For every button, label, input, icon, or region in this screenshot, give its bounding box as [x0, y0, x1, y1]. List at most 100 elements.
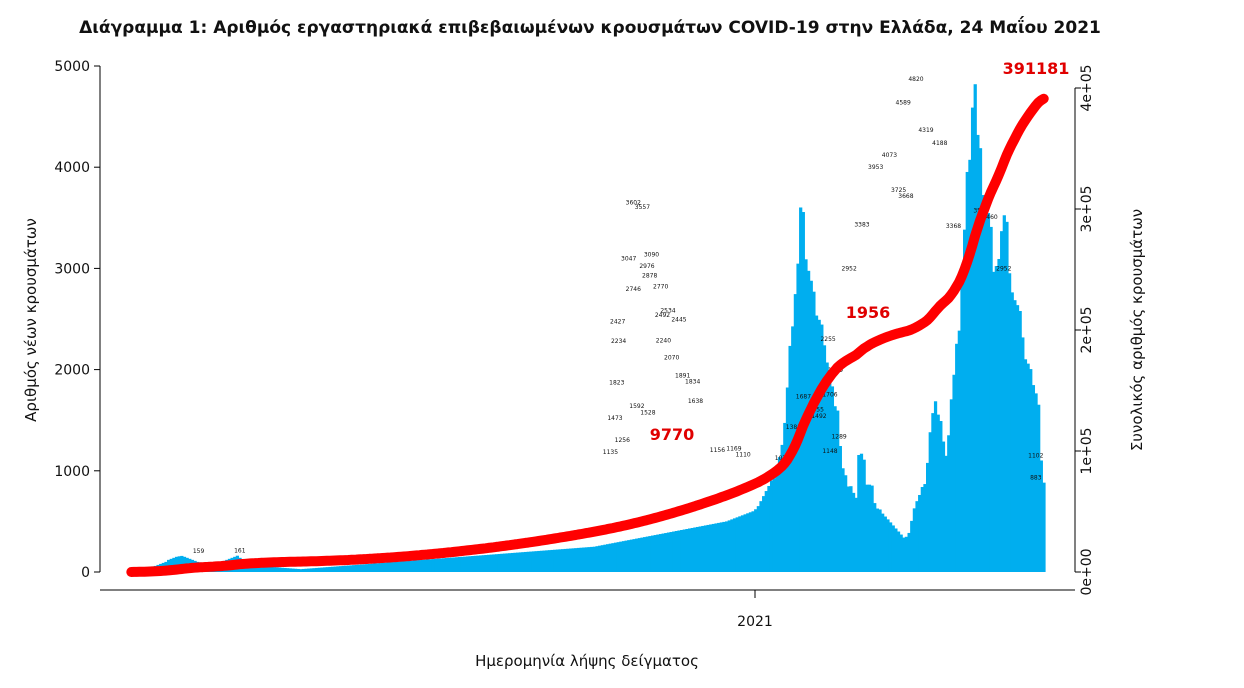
- bar: [598, 545, 602, 572]
- bar-label: 1638: [688, 398, 703, 405]
- bar: [431, 559, 435, 572]
- bar: [875, 508, 879, 572]
- bar: [952, 374, 956, 572]
- bar-label: 3090: [644, 251, 659, 258]
- bar: [524, 551, 528, 572]
- bar: [373, 563, 377, 572]
- bar: [460, 556, 464, 572]
- bar: [1031, 385, 1036, 572]
- y2-tick-label: 3e+05: [1079, 185, 1095, 232]
- bar: [492, 554, 496, 572]
- bar: [370, 563, 374, 572]
- bar: [769, 480, 774, 572]
- bar-label: 1169: [726, 446, 741, 453]
- bar: [418, 560, 422, 572]
- bar: [677, 530, 681, 572]
- bar: [624, 540, 628, 572]
- bar-label: 4073: [882, 152, 897, 159]
- bar: [293, 568, 298, 572]
- bar: [420, 559, 425, 572]
- bar: [529, 551, 533, 572]
- bar: [613, 542, 618, 572]
- bar: [738, 516, 742, 572]
- bar: [531, 551, 536, 572]
- bar: [754, 509, 758, 572]
- bar: [902, 537, 906, 572]
- bar: [1042, 482, 1046, 572]
- bar: [378, 563, 382, 572]
- bar-label: 2492: [655, 312, 670, 319]
- bar: [859, 453, 864, 572]
- y-tick-label: 1000: [54, 464, 90, 480]
- bar: [783, 422, 787, 572]
- bar: [539, 550, 544, 572]
- bar: [772, 478, 776, 572]
- bar: [621, 541, 626, 572]
- bar: [415, 560, 419, 572]
- bar: [550, 549, 554, 572]
- bar-label: 2070: [664, 355, 679, 362]
- bar: [286, 568, 290, 572]
- bar: [706, 524, 710, 572]
- bar: [259, 564, 263, 572]
- bar: [307, 568, 311, 572]
- bar: [352, 565, 356, 572]
- bar-label: 1823: [609, 380, 624, 387]
- bar: [410, 560, 414, 572]
- bar: [489, 554, 493, 572]
- bar: [814, 315, 819, 572]
- bar-label: 3047: [621, 256, 636, 263]
- bar: [558, 549, 562, 572]
- bar: [275, 567, 279, 572]
- bar: [442, 558, 446, 572]
- y-tick-label: 4000: [54, 160, 90, 176]
- bar-label: 2976: [639, 263, 654, 270]
- bar: [479, 555, 483, 572]
- bar-label: 3383: [854, 222, 869, 229]
- bar: [338, 566, 343, 572]
- bar: [481, 555, 485, 572]
- bar-label: 4188: [932, 140, 947, 147]
- bar-label: 1110: [735, 452, 750, 459]
- bar: [820, 324, 824, 572]
- bar: [608, 543, 612, 572]
- bar: [357, 564, 361, 572]
- bar: [174, 556, 179, 572]
- y2-tick-label: 0e+00: [1079, 548, 1095, 595]
- bar: [386, 562, 390, 572]
- bar: [719, 522, 723, 572]
- bar: [1007, 273, 1012, 572]
- bar: [899, 534, 903, 572]
- bar: [886, 519, 890, 572]
- bar: [584, 547, 589, 572]
- bar: [439, 558, 443, 572]
- bar: [1013, 300, 1017, 572]
- x-tick-label: 2021: [737, 614, 773, 630]
- bar: [304, 568, 308, 572]
- bar: [830, 386, 835, 572]
- bar: [949, 399, 954, 572]
- bar: [317, 567, 321, 572]
- chart-title: Διάγραμμα 1: Αριθμός εργαστηριακά επιβεβ…: [79, 18, 1101, 38]
- bar: [428, 559, 433, 572]
- bar: [468, 556, 472, 572]
- bar: [849, 486, 853, 572]
- bar: [931, 413, 935, 572]
- bar: [653, 535, 657, 572]
- x-axis-label: Ημερομηνία λήψης δείγματος: [475, 652, 699, 670]
- bar-label: 2878: [642, 273, 657, 280]
- bar: [362, 564, 366, 572]
- bar: [463, 556, 467, 572]
- bar: [764, 491, 768, 572]
- bar: [989, 226, 993, 572]
- bar: [375, 563, 380, 572]
- bar: [405, 561, 409, 572]
- bar: [603, 544, 607, 572]
- bar: [576, 547, 581, 572]
- bar: [992, 271, 996, 572]
- cumulative-label: 1956: [846, 303, 891, 322]
- bar: [518, 552, 522, 572]
- bar: [658, 534, 663, 572]
- bar: [1002, 215, 1006, 572]
- bar: [888, 522, 893, 572]
